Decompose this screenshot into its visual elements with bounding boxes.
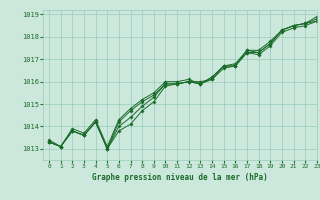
X-axis label: Graphe pression niveau de la mer (hPa): Graphe pression niveau de la mer (hPa)	[92, 173, 268, 182]
